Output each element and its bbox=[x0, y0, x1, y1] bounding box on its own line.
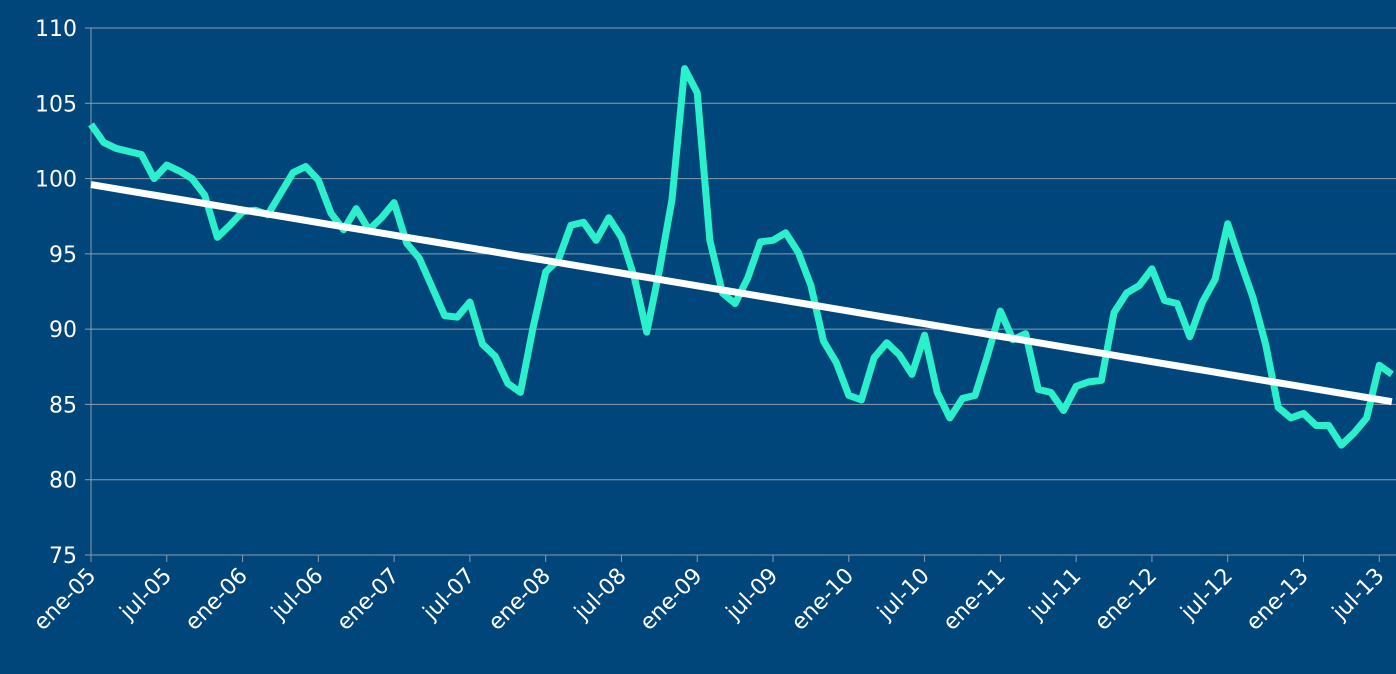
y-tick-label: 75 bbox=[49, 544, 77, 569]
x-tick-label: ene-08 bbox=[484, 564, 556, 636]
x-tick-label: ene-07 bbox=[332, 564, 404, 636]
y-tick-label: 90 bbox=[49, 318, 77, 343]
x-tick-label: jul-11 bbox=[1024, 564, 1086, 626]
x-tick-label: jul-08 bbox=[569, 564, 631, 626]
x-tick-label: ene-12 bbox=[1090, 564, 1162, 636]
x-tick-label: jul-07 bbox=[418, 564, 480, 626]
x-tick-label: ene-11 bbox=[939, 564, 1011, 636]
x-tick-label: ene-09 bbox=[635, 564, 707, 636]
y-tick-label: 100 bbox=[35, 168, 77, 193]
x-tick-label: ene-06 bbox=[181, 564, 253, 636]
x-tick-label: ene-13 bbox=[1242, 564, 1314, 636]
line-series bbox=[90, 181, 1393, 406]
x-tick-label: jul-13 bbox=[1327, 564, 1389, 626]
x-tick-label: ene-05 bbox=[29, 564, 101, 636]
y-tick-label: 95 bbox=[49, 243, 77, 268]
line-series bbox=[88, 65, 1394, 449]
x-tick-label: ene-10 bbox=[787, 564, 859, 636]
y-tick-label: 85 bbox=[49, 393, 77, 418]
y-tick-label: 105 bbox=[35, 92, 77, 117]
x-tick-label: jul-12 bbox=[1176, 564, 1238, 626]
y-tick-label: 110 bbox=[35, 17, 77, 42]
x-tick-label: jul-10 bbox=[873, 564, 935, 626]
x-tick-label: jul-05 bbox=[115, 564, 177, 626]
x-tick-label: jul-09 bbox=[721, 564, 783, 626]
x-tick-label: jul-06 bbox=[266, 564, 328, 626]
y-tick-label: 80 bbox=[49, 469, 77, 494]
